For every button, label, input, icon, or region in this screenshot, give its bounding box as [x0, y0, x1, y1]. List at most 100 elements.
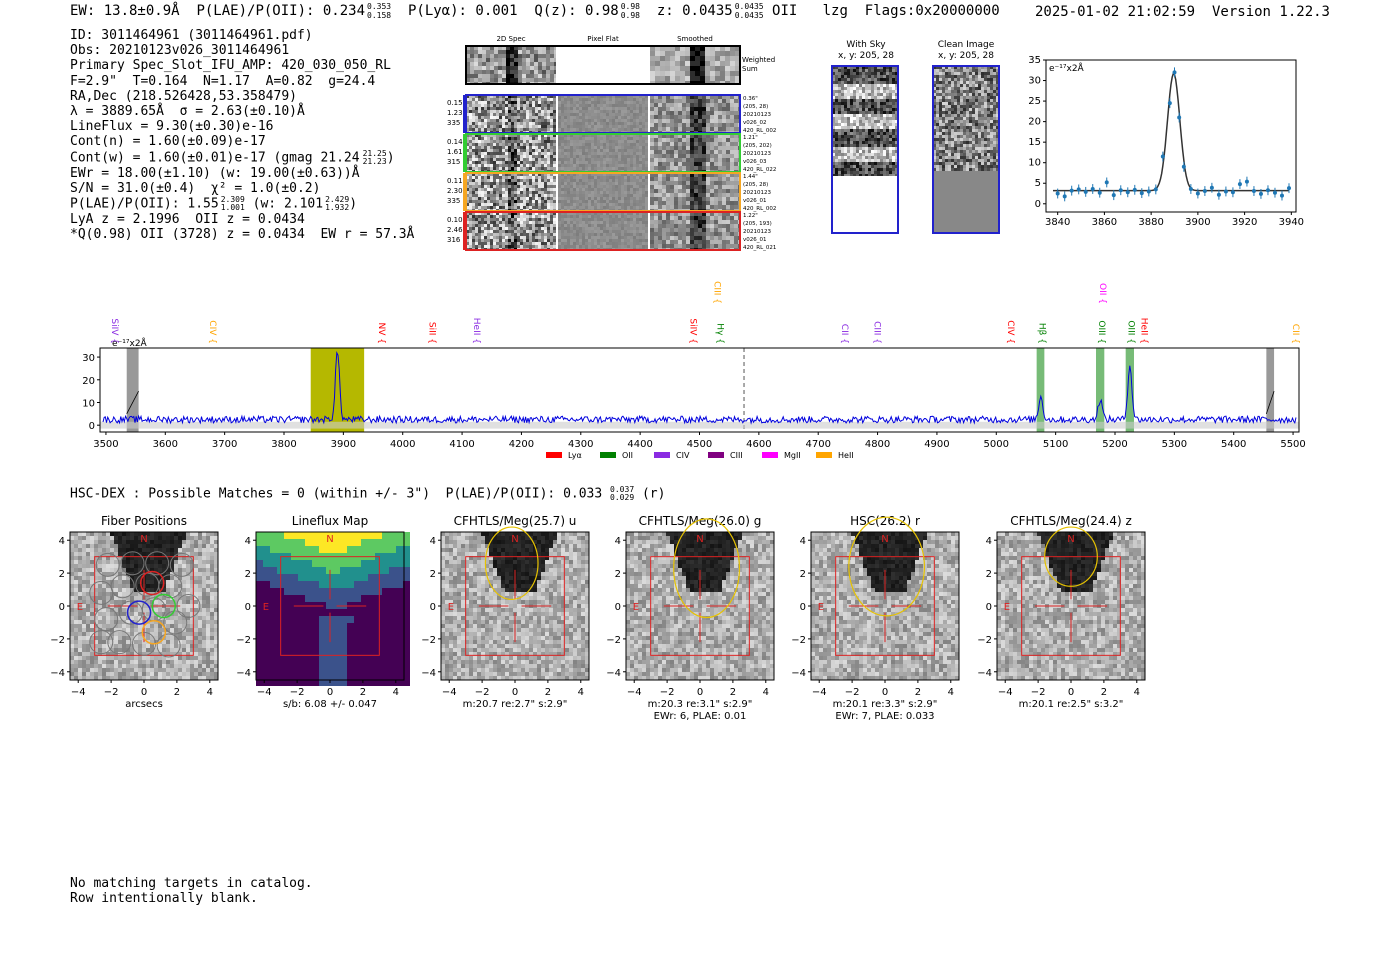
- pixel: [686, 99, 690, 103]
- pixel: [514, 233, 517, 236]
- pixel: [603, 191, 606, 194]
- pixel: [880, 123, 883, 126]
- pixel: [576, 167, 579, 170]
- pixel: [895, 75, 898, 78]
- pixel: [877, 129, 880, 132]
- pixel: [550, 215, 553, 218]
- pixel: [567, 230, 570, 233]
- pixel: [606, 194, 609, 197]
- pixel: [561, 95, 564, 98]
- pixel: [564, 203, 567, 206]
- pixel: [591, 242, 594, 245]
- pixel: [594, 173, 597, 176]
- pixel: [706, 162, 710, 166]
- pixel: [588, 230, 591, 233]
- pixel: [535, 167, 538, 170]
- pixel: [558, 221, 561, 224]
- pixel: [722, 166, 726, 170]
- pixel: [658, 236, 662, 240]
- pixel: [579, 146, 582, 149]
- pixel: [529, 122, 532, 125]
- pixel: [621, 185, 624, 188]
- pixel: [508, 179, 511, 182]
- pixel: [517, 224, 520, 227]
- pixel: [606, 116, 609, 119]
- pixel: [666, 185, 670, 189]
- pixel: [844, 99, 847, 102]
- pixel: [710, 51, 715, 56]
- pixel: [532, 227, 535, 230]
- pixel: [481, 149, 484, 152]
- pixel: [853, 93, 856, 96]
- pixel: [606, 125, 609, 128]
- pixel: [517, 128, 520, 131]
- pixel: [505, 173, 508, 176]
- pixel: [636, 167, 639, 170]
- pixel: [579, 158, 582, 161]
- pixel: [654, 173, 658, 177]
- pixel: [730, 228, 734, 232]
- pixel: [633, 176, 636, 179]
- pixel: [585, 143, 588, 146]
- pixel: [541, 161, 544, 164]
- pixel: [658, 99, 662, 103]
- pixel: [591, 203, 594, 206]
- pixel: [706, 177, 710, 181]
- pixel: [550, 224, 553, 227]
- pixel: [630, 167, 633, 170]
- pixel: [585, 116, 588, 119]
- pixel: [567, 137, 570, 140]
- pixel: [490, 182, 493, 185]
- pixel: [621, 149, 624, 152]
- pixel: [475, 212, 478, 215]
- pixel: [615, 122, 618, 125]
- pixel: [573, 107, 576, 110]
- pixel: [662, 150, 666, 154]
- pixel: [658, 232, 662, 236]
- pixel: [472, 107, 475, 110]
- pixel: [502, 143, 505, 146]
- pixel: [585, 173, 588, 176]
- pixel: [582, 122, 585, 125]
- pixel: [502, 197, 505, 200]
- pixel: [541, 227, 544, 230]
- pixel: [606, 140, 609, 143]
- pixel: [472, 164, 475, 167]
- pixel: [606, 230, 609, 233]
- pixel: [518, 70, 522, 74]
- pixel: [670, 81, 675, 84]
- pixel: [639, 110, 642, 113]
- pixel: [579, 194, 582, 197]
- pixel: [547, 185, 550, 188]
- pixel: [618, 128, 621, 131]
- pixel: [630, 236, 633, 239]
- version: Version 1.22.3: [1211, 4, 1330, 20]
- pixel: [850, 129, 853, 132]
- pixel: [523, 173, 526, 176]
- pixel: [883, 99, 886, 102]
- pixel: [505, 95, 508, 98]
- pixel: [686, 107, 690, 111]
- pixel: [517, 122, 520, 125]
- pixel: [597, 236, 600, 239]
- fiber-meta: 20210123: [743, 190, 771, 196]
- pixel: [615, 242, 618, 245]
- pixel: [725, 61, 730, 66]
- pixel: [496, 185, 499, 188]
- pixel: [535, 113, 538, 116]
- pixel: [567, 155, 570, 158]
- pixel: [710, 197, 714, 201]
- pixel: [474, 46, 478, 50]
- pixel: [469, 176, 472, 179]
- pixel: [892, 72, 895, 75]
- pixel: [735, 46, 740, 51]
- pixel: [618, 137, 621, 140]
- fiber-meta: 0.36": [743, 96, 758, 102]
- pixel: [666, 228, 670, 232]
- pixel: [633, 128, 636, 131]
- pixel: [615, 149, 618, 152]
- pixel: [606, 152, 609, 155]
- pixel: [686, 138, 690, 142]
- pixel: [714, 177, 718, 181]
- pixel: [538, 218, 541, 221]
